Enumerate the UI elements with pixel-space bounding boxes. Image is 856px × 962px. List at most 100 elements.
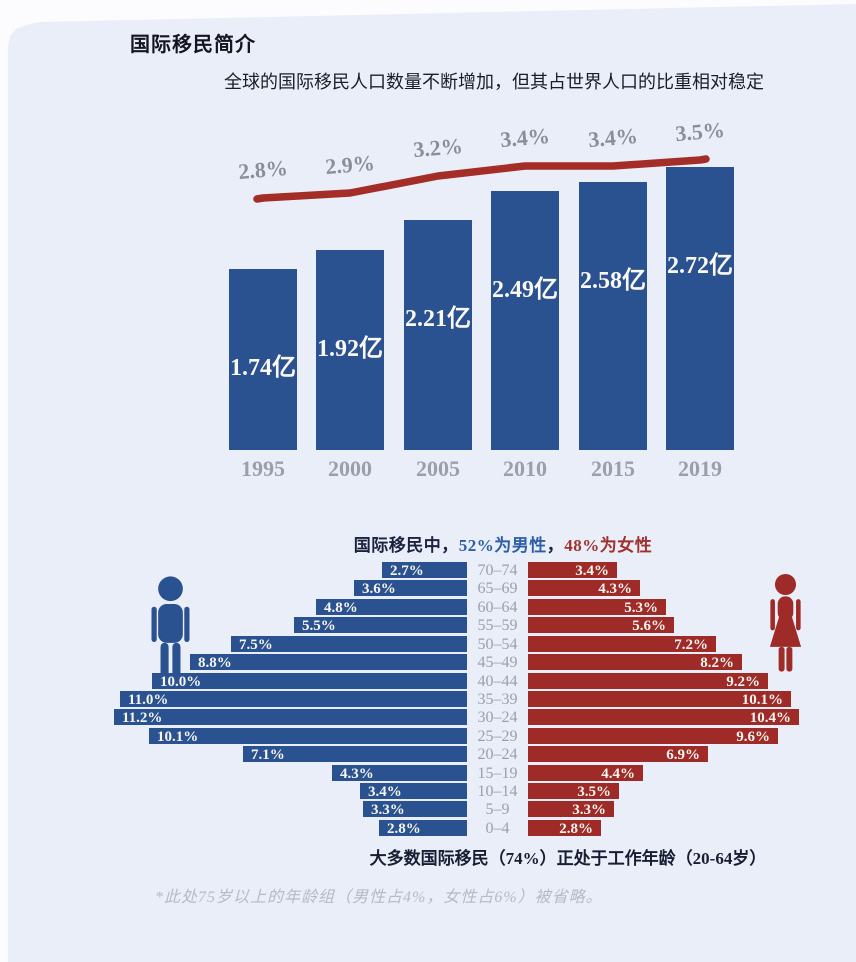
male-bar: 11.0% bbox=[120, 691, 467, 708]
female-bar: 10.4% bbox=[528, 709, 799, 726]
age-group-label: 55–59 bbox=[477, 617, 518, 634]
female-bar: 5.6% bbox=[528, 617, 674, 634]
female-person-icon bbox=[769, 573, 802, 672]
male-bar: 7.1% bbox=[243, 746, 467, 763]
male-value-label: 3.3% bbox=[371, 802, 405, 818]
age-group-label: 70–74 bbox=[477, 562, 518, 579]
male-bar: 10.0% bbox=[152, 673, 467, 690]
female-value-label: 3.5% bbox=[577, 784, 611, 800]
age-group-label: 50–54 bbox=[477, 636, 518, 653]
migrant-bar-value-label: 2.72亿 bbox=[667, 253, 733, 279]
age-group-label: 20–24 bbox=[477, 746, 518, 763]
female-bar: 6.9% bbox=[528, 746, 708, 763]
female-bar: 2.8% bbox=[528, 820, 601, 837]
female-bar: 3.3% bbox=[528, 801, 614, 818]
migrant-bar-value-label: 2.58亿 bbox=[580, 268, 646, 294]
migrant-bar-value-label: 2.21亿 bbox=[405, 306, 471, 332]
age-group-label: 30–24 bbox=[477, 709, 518, 726]
pyramid-title-segment: ， bbox=[546, 536, 565, 555]
female-bar: 5.3% bbox=[528, 599, 666, 616]
female-value-label: 6.9% bbox=[666, 747, 700, 763]
pyramid-title: 国际移民中，52%为男性，48%为女性 bbox=[150, 531, 856, 556]
year-axis-label: 2010 bbox=[503, 456, 547, 481]
age-group-label: 45–49 bbox=[477, 654, 518, 671]
male-value-label: 7.1% bbox=[251, 747, 285, 763]
male-value-label: 4.3% bbox=[340, 766, 374, 782]
male-bar: 2.8% bbox=[379, 820, 467, 837]
female-value-label: 10.1% bbox=[741, 692, 783, 708]
male-bar: 4.3% bbox=[332, 765, 467, 782]
year-axis-label: 2000 bbox=[328, 456, 372, 481]
migrant-bar: 2.49亿 bbox=[491, 191, 559, 450]
migrant-bar: 1.92亿 bbox=[316, 250, 384, 450]
male-bar: 8.8% bbox=[190, 654, 467, 671]
migrant-bar-value-label: 2.49亿 bbox=[492, 277, 558, 303]
female-value-label: 5.6% bbox=[632, 618, 666, 634]
male-bar: 3.6% bbox=[354, 580, 467, 597]
female-value-label: 9.6% bbox=[736, 729, 770, 745]
age-group-label: 25–29 bbox=[477, 728, 518, 745]
pyramid-footnote: *此处75岁以上的年龄组（男性占4%，女性占6%）被省略。 bbox=[155, 889, 603, 906]
male-value-label: 7.5% bbox=[239, 637, 273, 653]
female-value-label: 3.3% bbox=[572, 802, 606, 818]
male-bar: 4.8% bbox=[316, 599, 467, 616]
male-value-label: 10.1% bbox=[157, 729, 199, 745]
male-bar: 10.1% bbox=[149, 728, 467, 745]
female-bar: 7.2% bbox=[528, 636, 716, 653]
male-value-label: 3.4% bbox=[368, 784, 402, 800]
female-bar: 4.3% bbox=[528, 580, 640, 597]
male-bar: 3.3% bbox=[363, 801, 467, 818]
pyramid-caption: 大多数国际移民（74%）正处于工作年龄（20-64岁） bbox=[369, 849, 767, 868]
female-value-label: 4.4% bbox=[601, 766, 635, 782]
migrant-bar: 2.58亿 bbox=[579, 182, 647, 450]
male-value-label: 10.0% bbox=[160, 674, 202, 690]
male-value-label: 8.8% bbox=[198, 655, 232, 671]
female-bar: 3.4% bbox=[528, 562, 617, 579]
migrant-bar-value-label: 1.92亿 bbox=[317, 336, 383, 362]
female-bar: 9.2% bbox=[528, 673, 768, 690]
male-bar: 11.2% bbox=[114, 709, 467, 726]
male-value-label: 3.6% bbox=[362, 581, 396, 597]
male-value-label: 11.2% bbox=[122, 710, 163, 726]
male-value-label: 4.8% bbox=[324, 600, 358, 616]
age-group-label: 10–14 bbox=[477, 783, 518, 800]
migrant-bar: 2.21亿 bbox=[404, 220, 472, 450]
female-bar: 10.1% bbox=[528, 691, 791, 708]
age-group-label: 60–64 bbox=[477, 599, 518, 616]
female-bar: 8.2% bbox=[528, 654, 742, 671]
age-group-label: 65–69 bbox=[477, 580, 518, 597]
female-value-label: 9.2% bbox=[726, 674, 760, 690]
male-person-icon bbox=[151, 576, 190, 687]
age-group-label: 0–4 bbox=[485, 820, 510, 837]
migrant-bar-value-label: 1.74亿 bbox=[230, 355, 296, 381]
female-bar: 4.4% bbox=[528, 765, 643, 782]
age-group-label: 35–39 bbox=[477, 691, 518, 708]
female-value-label: 4.3% bbox=[598, 581, 632, 597]
year-axis-label: 1995 bbox=[241, 456, 285, 481]
female-bar: 3.5% bbox=[528, 783, 619, 800]
pyramid-title-segment: 国际移民中， bbox=[353, 536, 459, 555]
male-value-label: 2.8% bbox=[387, 821, 421, 837]
female-value-label: 10.4% bbox=[749, 710, 791, 726]
page-title: 国际移民简介 bbox=[130, 34, 256, 56]
female-value-label: 2.8% bbox=[559, 821, 593, 837]
year-axis-label: 2015 bbox=[591, 456, 635, 481]
female-value-label: 7.2% bbox=[674, 637, 708, 653]
year-axis-label: 2005 bbox=[416, 456, 460, 481]
female-bar: 9.6% bbox=[528, 728, 778, 745]
male-bar: 7.5% bbox=[231, 636, 467, 653]
male-value-label: 2.7% bbox=[390, 563, 424, 579]
age-group-label: 40–44 bbox=[477, 673, 518, 690]
female-value-label: 3.4% bbox=[575, 563, 609, 579]
male-value-label: 5.5% bbox=[302, 618, 336, 634]
female-value-label: 8.2% bbox=[700, 655, 734, 671]
age-group-label: 15–19 bbox=[477, 765, 518, 782]
male-value-label: 11.0% bbox=[128, 692, 169, 708]
male-bar: 3.4% bbox=[360, 783, 467, 800]
age-group-label: 5–9 bbox=[485, 801, 510, 818]
year-axis-label: 2019 bbox=[678, 456, 722, 481]
migrant-bar: 2.72亿 bbox=[666, 167, 734, 450]
male-bar: 2.7% bbox=[382, 562, 467, 579]
migrant-bar: 1.74亿 bbox=[229, 269, 297, 450]
male-bar: 5.5% bbox=[294, 617, 467, 634]
